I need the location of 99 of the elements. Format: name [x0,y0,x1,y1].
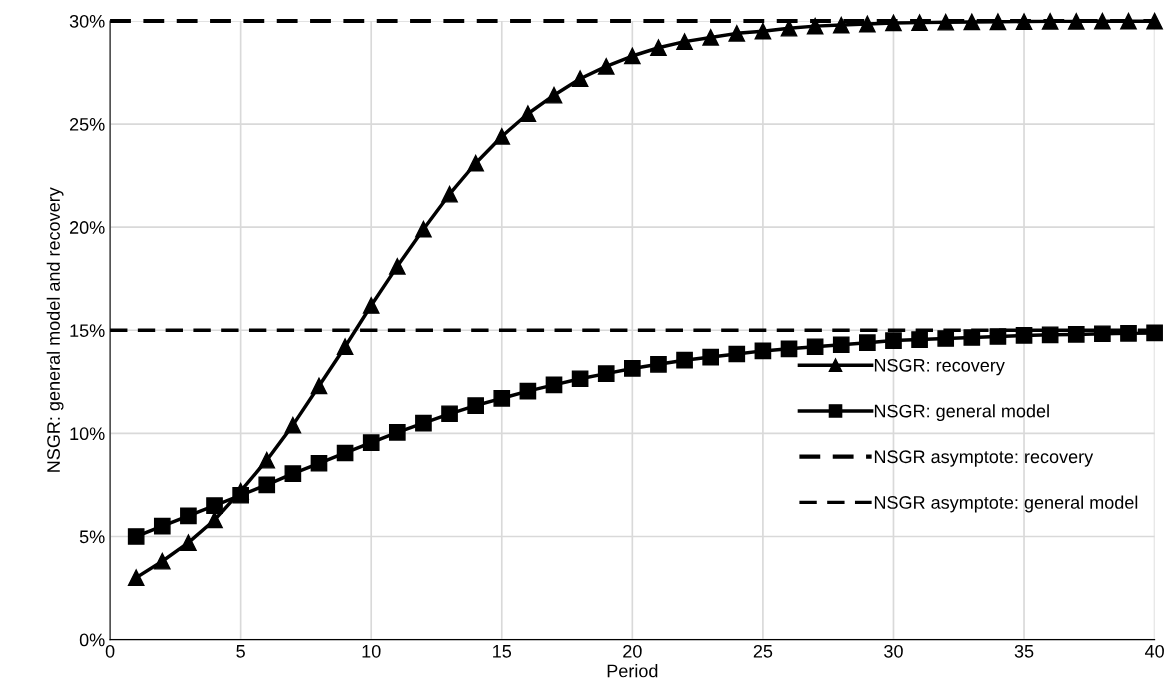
point [911,14,928,31]
point [153,517,171,535]
y-tick-label: 20% [69,221,105,234]
point [859,334,876,351]
point [467,397,484,414]
point [441,405,458,423]
point [493,389,511,407]
point [937,13,955,31]
point [1041,326,1059,344]
point [284,416,302,434]
x-tick-label: 35 [1014,644,1034,658]
point [571,70,589,88]
point [310,377,328,395]
x-tick-label: 30 [884,644,903,658]
point [467,154,484,172]
point [336,338,354,356]
point [519,382,537,400]
x-axis-title: Period [607,664,658,678]
point [258,451,276,469]
point [415,414,432,432]
point [1146,324,1163,342]
point [1120,12,1137,30]
point [310,454,328,472]
y-tick-label: 0% [79,633,105,647]
point [702,29,720,46]
legend-label: NSGR: recovery [874,358,1005,376]
point [963,329,981,346]
point [206,497,223,514]
point [832,16,850,34]
x-tick-label: 10 [362,644,381,658]
point [859,15,876,33]
point [937,330,955,347]
point [597,58,615,75]
point [754,22,772,40]
point [153,552,171,570]
point [650,355,667,373]
point [1067,326,1085,343]
y-tick-label: 10% [70,427,105,441]
point [754,342,772,360]
point [780,340,798,358]
x-tick-label: 25 [753,644,773,658]
point [258,476,276,494]
point [362,434,380,451]
y-tick-label: 25% [69,118,105,131]
point [624,47,641,65]
point [284,465,302,482]
x-tick-label: 15 [493,645,512,658]
point [336,444,354,462]
y-tick-label: 5% [79,530,105,544]
point [989,328,1007,345]
y-axis-title: NSGR: general model and recovery [46,187,64,472]
point [388,258,406,275]
point [650,39,667,57]
point [441,185,458,203]
x-tick-label: 20 [623,644,642,658]
point [571,370,589,388]
point [415,220,432,238]
point [493,128,511,145]
y-tick-label: 15% [70,324,105,337]
legend-label: NSGR asymptote: general model [874,495,1138,513]
point [362,297,380,314]
point [180,534,197,552]
legend-label: NSGR: general model [874,404,1049,421]
point [1041,13,1059,30]
point [676,351,693,369]
point [180,507,197,525]
point [232,486,249,504]
point [127,528,145,545]
point [702,348,720,366]
point [989,13,1007,31]
point [1094,325,1111,343]
x-tick-label: 0 [105,644,115,658]
point [728,345,746,363]
point [911,331,928,348]
point [1015,13,1033,30]
point [728,25,746,42]
point [519,105,537,123]
x-tick-label: 5 [236,645,245,658]
point [127,569,145,587]
point [1094,12,1111,30]
point [545,86,563,104]
point [806,17,824,35]
point [1120,325,1137,342]
point [806,338,824,356]
point [676,33,693,50]
point [832,336,850,354]
point [1015,327,1033,344]
point [388,424,406,441]
point [963,13,981,31]
point [885,14,902,32]
x-tick-label: 40 [1144,644,1164,658]
legend-label: NSGR asymptote: recovery [874,450,1094,467]
point [545,376,563,394]
y-tick-label: 30% [69,14,105,28]
point [1146,12,1163,30]
point [597,365,615,382]
point [624,360,641,377]
point [1067,13,1085,30]
point [885,332,902,349]
